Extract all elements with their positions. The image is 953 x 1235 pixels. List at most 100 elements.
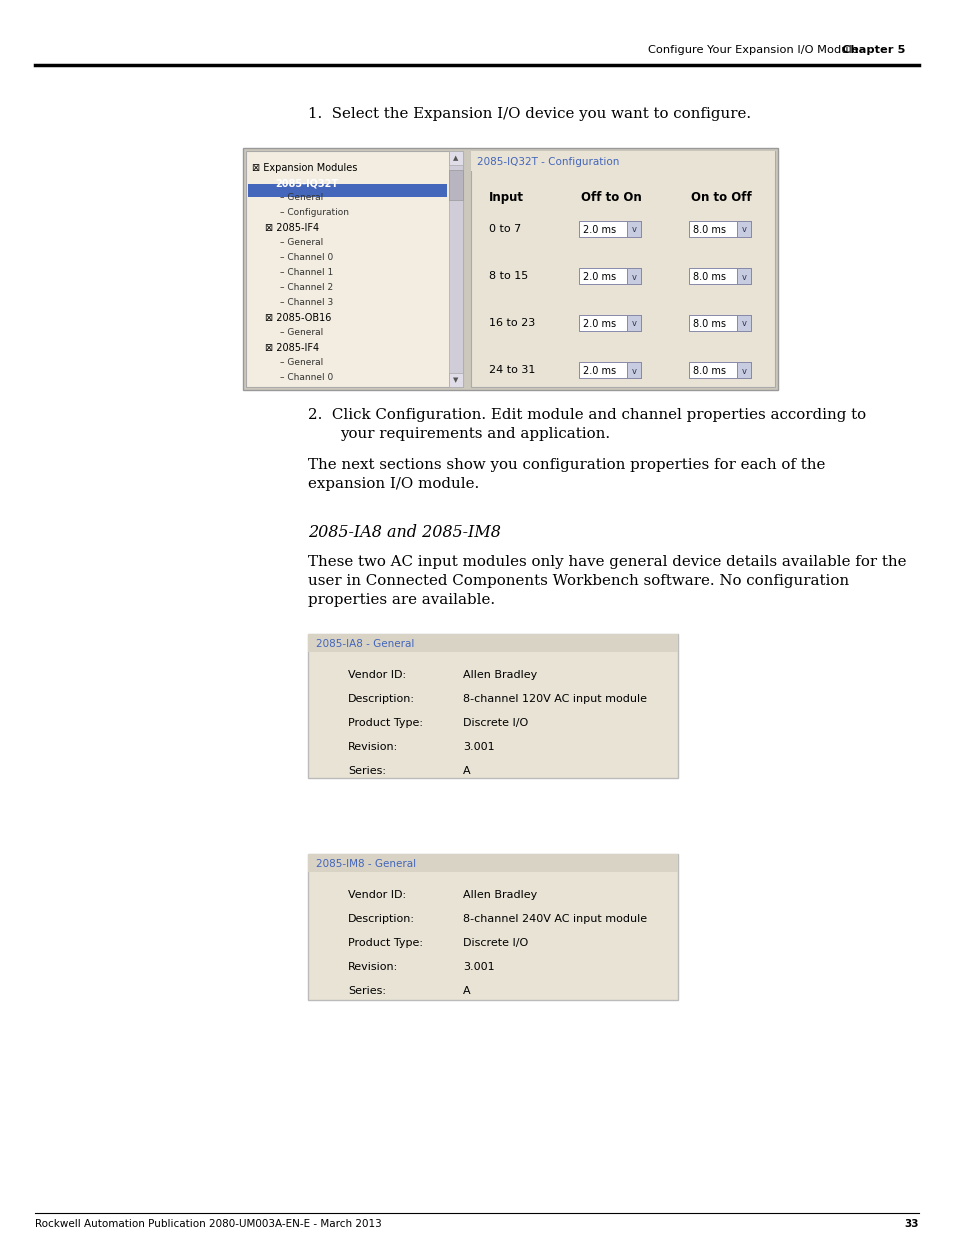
Text: properties are available.: properties are available. <box>308 593 495 606</box>
Text: v: v <box>740 367 745 375</box>
Bar <box>737 362 750 378</box>
Bar <box>578 268 640 284</box>
Bar <box>737 268 750 284</box>
Text: Series:: Series: <box>348 766 386 776</box>
Text: Allen Bradley: Allen Bradley <box>462 890 537 900</box>
Text: expansion I/O module.: expansion I/O module. <box>308 477 478 492</box>
Text: Allen Bradley: Allen Bradley <box>462 671 537 680</box>
Bar <box>737 315 750 331</box>
Text: ⊠ 2085-IF4: ⊠ 2085-IF4 <box>265 224 319 233</box>
Text: 2.0 ms: 2.0 ms <box>582 272 616 282</box>
Text: On to Off: On to Off <box>690 191 751 204</box>
Text: – General: – General <box>280 358 323 367</box>
Text: – Channel 0: – Channel 0 <box>280 373 333 382</box>
Text: – General: – General <box>280 238 323 247</box>
Text: ⊠ Expansion Modules: ⊠ Expansion Modules <box>252 163 357 173</box>
Bar <box>626 315 640 331</box>
Bar <box>449 151 462 165</box>
Text: ▲: ▲ <box>453 156 458 161</box>
Bar <box>248 184 447 198</box>
Text: 2085-IM8 - General: 2085-IM8 - General <box>315 860 416 869</box>
Text: The next sections show you configuration properties for each of the: The next sections show you configuration… <box>308 458 824 472</box>
Text: 33: 33 <box>903 1219 918 1229</box>
Bar <box>626 268 640 284</box>
Bar <box>449 151 462 387</box>
Bar <box>737 221 750 237</box>
Text: 8 to 15: 8 to 15 <box>489 270 528 282</box>
Text: v: v <box>740 226 745 235</box>
Text: – Channel 2: – Channel 2 <box>280 283 333 291</box>
Text: ⊠ 2085-IF4: ⊠ 2085-IF4 <box>265 343 319 353</box>
Text: Vendor ID:: Vendor ID: <box>348 890 406 900</box>
Text: 1.  Select the Expansion I/O device you want to configure.: 1. Select the Expansion I/O device you w… <box>308 107 750 121</box>
Text: 8.0 ms: 8.0 ms <box>692 366 725 375</box>
Text: Description:: Description: <box>348 694 415 704</box>
Text: 0 to 7: 0 to 7 <box>489 224 520 233</box>
Text: Input: Input <box>489 191 523 204</box>
Bar <box>308 853 678 1000</box>
Text: v: v <box>631 367 636 375</box>
Text: – Channel 1: – Channel 1 <box>280 268 333 277</box>
Text: Revision:: Revision: <box>348 962 397 972</box>
Bar <box>688 315 750 331</box>
Bar <box>471 151 774 170</box>
Text: Configure Your Expansion I/O Module: Configure Your Expansion I/O Module <box>647 44 862 56</box>
Bar <box>449 170 462 200</box>
Text: Rockwell Automation Publication 2080-UM003A-EN-E - March 2013: Rockwell Automation Publication 2080-UM0… <box>35 1219 381 1229</box>
Text: – General: – General <box>280 193 323 203</box>
Bar <box>578 315 640 331</box>
Bar <box>626 221 640 237</box>
Text: 2.0 ms: 2.0 ms <box>582 225 616 235</box>
Text: – General: – General <box>280 329 323 337</box>
Text: 3.001: 3.001 <box>462 742 494 752</box>
Text: 2.0 ms: 2.0 ms <box>582 366 616 375</box>
Bar <box>626 362 640 378</box>
Text: Chapter 5: Chapter 5 <box>841 44 904 56</box>
Text: v: v <box>631 320 636 329</box>
Bar <box>688 362 750 378</box>
Text: 8-channel 120V AC input module: 8-channel 120V AC input module <box>462 694 646 704</box>
Text: v: v <box>740 273 745 282</box>
Bar <box>308 634 678 652</box>
Text: Off to On: Off to On <box>580 191 641 204</box>
Text: v: v <box>740 320 745 329</box>
Text: ⊠ 2085-OB16: ⊠ 2085-OB16 <box>265 312 331 324</box>
Text: These two AC input modules only have general device details available for the: These two AC input modules only have gen… <box>308 555 905 569</box>
Text: Discrete I/O: Discrete I/O <box>462 939 528 948</box>
Text: 24 to 31: 24 to 31 <box>489 366 535 375</box>
Bar <box>471 151 774 387</box>
Text: user in Connected Components Workbench software. No configuration: user in Connected Components Workbench s… <box>308 574 848 588</box>
Text: A: A <box>462 766 470 776</box>
Text: Vendor ID:: Vendor ID: <box>348 671 406 680</box>
Text: Series:: Series: <box>348 986 386 995</box>
Text: 16 to 23: 16 to 23 <box>489 317 535 329</box>
Text: 2085-IA8 and 2085-IM8: 2085-IA8 and 2085-IM8 <box>308 524 500 541</box>
Text: ▼: ▼ <box>453 377 458 383</box>
Text: Discrete I/O: Discrete I/O <box>462 718 528 727</box>
Text: A: A <box>462 986 470 995</box>
Text: 2085-IA8 - General: 2085-IA8 - General <box>315 638 414 650</box>
Text: 3.001: 3.001 <box>462 962 494 972</box>
Text: 8.0 ms: 8.0 ms <box>692 319 725 329</box>
Text: 8.0 ms: 8.0 ms <box>692 272 725 282</box>
Text: your requirements and application.: your requirements and application. <box>339 427 610 441</box>
Bar <box>578 362 640 378</box>
Text: v: v <box>631 226 636 235</box>
Bar <box>449 373 462 387</box>
Bar <box>688 268 750 284</box>
Text: Product Type:: Product Type: <box>348 718 422 727</box>
Text: 2.  Click Configuration. Edit module and channel properties according to: 2. Click Configuration. Edit module and … <box>308 408 865 422</box>
Text: v: v <box>631 273 636 282</box>
Text: – Configuration: – Configuration <box>280 207 349 217</box>
Text: – Channel 3: – Channel 3 <box>280 298 333 308</box>
Text: Description:: Description: <box>348 914 415 924</box>
Bar <box>308 853 678 872</box>
Bar <box>246 151 462 387</box>
Bar <box>578 221 640 237</box>
Text: 2.0 ms: 2.0 ms <box>582 319 616 329</box>
Text: Revision:: Revision: <box>348 742 397 752</box>
Text: Product Type:: Product Type: <box>348 939 422 948</box>
Bar <box>308 634 678 778</box>
Text: 8-channel 240V AC input module: 8-channel 240V AC input module <box>462 914 646 924</box>
Text: 8.0 ms: 8.0 ms <box>692 225 725 235</box>
